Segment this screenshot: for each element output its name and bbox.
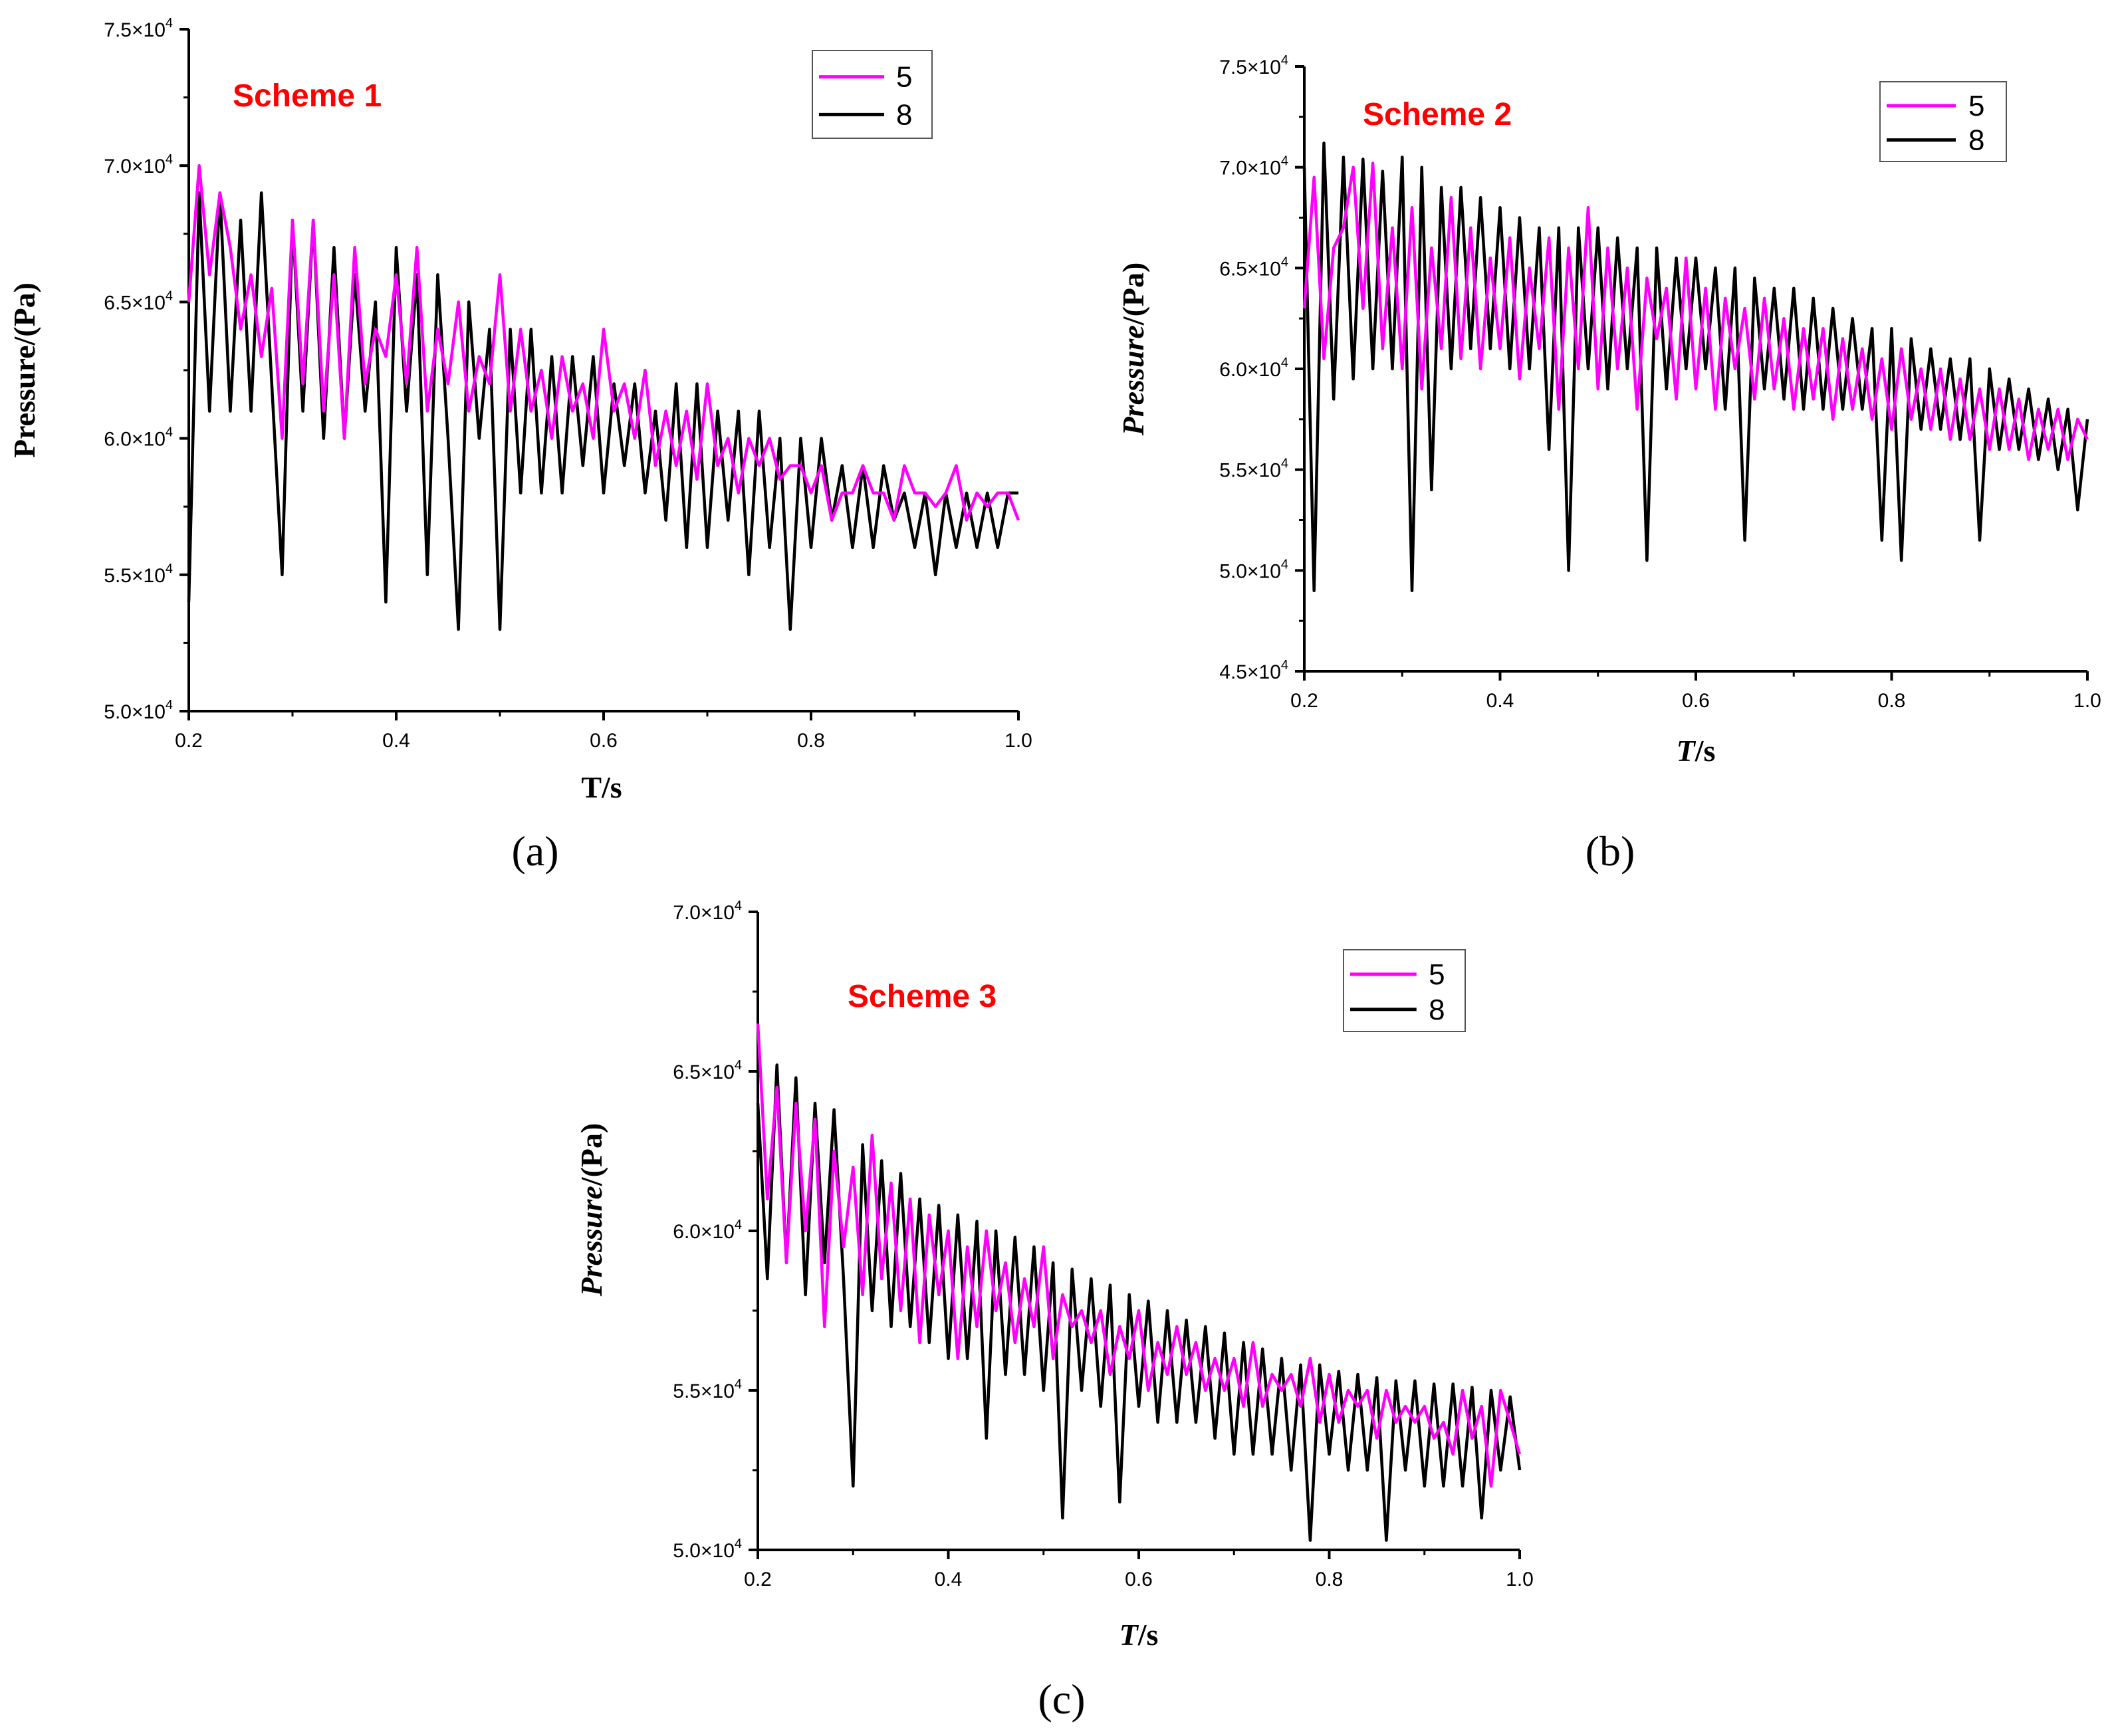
y-tick-label: 6.0×104 <box>1219 356 1288 381</box>
y-tick-label: 4.5×104 <box>1219 658 1288 683</box>
legend-label-series-8: 8 <box>896 98 912 131</box>
y-tick-label: 5.0×104 <box>1219 557 1288 582</box>
x-tick-label: 0.2 <box>175 730 203 752</box>
series-line-5 <box>1302 162 2089 461</box>
x-tick-label: 0.2 <box>744 1569 772 1590</box>
chart-panel-b: 4.5×104 5.0×104 5.5×104 6.0×104 6.5×104 7.0×1… <box>1116 53 2101 875</box>
x-tick-label: 0.8 <box>1878 690 1906 712</box>
series-line-8 <box>756 1063 1522 1542</box>
legend: 5 8 <box>1343 949 1466 1032</box>
legend-box <box>1879 81 2007 162</box>
y-tick-labels: 4.5×104 5.0×104 5.5×104 6.0×104 6.5×104 7.0×1… <box>1219 53 1288 683</box>
chart-title: Scheme 2 <box>1363 97 1512 132</box>
x-tick-label: 0.2 <box>1290 690 1318 712</box>
y-tick-label: 6.5×104 <box>104 288 173 314</box>
y-tick-label: 5.5×104 <box>104 562 173 587</box>
x-tick-label: 0.8 <box>797 730 825 752</box>
chart-panel-a: 5.0×104 5.5×104 6.0×104 6.5×104 7.0×104 7.5×1… <box>7 16 1032 875</box>
legend-box <box>1343 949 1466 1032</box>
x-axis-label: T/s <box>1677 734 1716 768</box>
panel-caption: (b) <box>1585 827 1635 875</box>
series-lines <box>187 163 1020 631</box>
y-tick-label: 5.5×104 <box>673 1377 742 1402</box>
y-tick-label: 7.5×104 <box>1219 53 1288 78</box>
y-tick-label: 7.5×104 <box>104 16 173 41</box>
y-tick-label: 7.0×104 <box>104 152 173 177</box>
chart-title: Scheme 1 <box>233 78 382 114</box>
x-tick-label: 1.0 <box>2073 690 2101 712</box>
x-tick-label: 0.6 <box>1125 1569 1153 1590</box>
series-lines <box>756 1023 1522 1542</box>
x-axis-label: T/s <box>1119 1618 1159 1652</box>
y-tick-label: 6.0×104 <box>673 1218 742 1243</box>
series-line-8 <box>1302 142 2089 592</box>
y-axis-label: Pressure/(Pa) <box>7 282 41 458</box>
x-tick-label: 0.4 <box>382 730 410 752</box>
panel-caption: (c) <box>1038 1676 1085 1723</box>
y-tick-label: 6.5×104 <box>1219 255 1288 280</box>
legend-label-series-5: 5 <box>1968 90 1984 122</box>
x-tick-labels: 0.2 0.4 0.6 0.8 1.0 <box>175 730 1032 752</box>
legend: 5 8 <box>1879 81 2007 162</box>
legend-label-series-5: 5 <box>1429 958 1445 991</box>
x-tick-label: 0.6 <box>590 730 618 752</box>
series-line-8 <box>187 191 1018 631</box>
x-tick-label: 1.0 <box>1506 1569 1534 1590</box>
x-tick-label: 0.6 <box>1682 690 1710 712</box>
legend-label-series-8: 8 <box>1429 994 1445 1026</box>
y-tick-label: 6.5×104 <box>673 1058 742 1083</box>
legend-label-series-8: 8 <box>1968 124 1984 157</box>
panel-caption: (a) <box>511 827 558 875</box>
axis-ticks <box>749 911 1521 1559</box>
y-tick-label: 5.0×104 <box>104 698 173 723</box>
y-tick-label: 5.5×104 <box>1219 457 1288 482</box>
x-tick-label: 0.4 <box>1486 690 1514 712</box>
x-tick-label: 0.4 <box>935 1569 963 1590</box>
y-tick-label: 6.0×104 <box>104 425 173 451</box>
chart-title: Scheme 3 <box>848 979 997 1014</box>
series-line-5 <box>756 1023 1522 1488</box>
y-tick-labels: 5.0×104 5.5×104 6.0×104 6.5×104 7.0×104 <box>673 899 742 1562</box>
y-tick-label: 5.0×104 <box>673 1537 742 1562</box>
y-axis-label: Pressure/(Pa) <box>1116 263 1150 437</box>
legend: 5 8 <box>812 50 933 139</box>
x-tick-label: 1.0 <box>1004 730 1032 752</box>
y-axis-label: Pressure/(Pa) <box>574 1123 608 1297</box>
series-lines <box>1302 142 2089 592</box>
x-axis-label: T/s <box>581 770 622 804</box>
x-tick-labels: 0.2 0.4 0.6 0.8 1.0 <box>1290 690 2101 712</box>
legend-box <box>812 50 933 139</box>
series-line-5 <box>187 163 1020 522</box>
x-tick-label: 0.8 <box>1316 1569 1344 1590</box>
legend-label-series-5: 5 <box>896 61 912 94</box>
y-tick-label: 7.0×104 <box>1219 154 1288 179</box>
axis-ticks <box>1295 65 2089 681</box>
y-tick-label: 7.0×104 <box>673 899 742 924</box>
x-tick-labels: 0.2 0.4 0.6 0.8 1.0 <box>744 1569 1534 1590</box>
y-tick-labels: 5.0×104 5.5×104 6.0×104 6.5×104 7.0×104 7.5×1… <box>104 16 173 723</box>
